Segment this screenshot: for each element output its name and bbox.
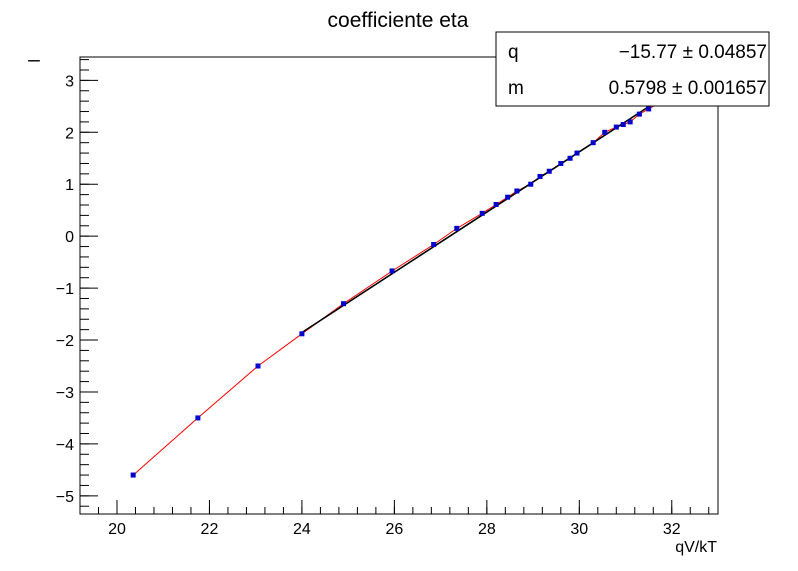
x-tick-label: 30: [570, 521, 588, 538]
data-point: [567, 155, 573, 161]
y-axis-dash-label: –: [28, 48, 40, 71]
y-tick-label: 2: [65, 125, 74, 142]
data-point: [646, 106, 652, 112]
chart-title: coefficiente eta: [328, 9, 469, 32]
data-point: [505, 194, 511, 200]
data-point: [627, 119, 633, 125]
data-point: [574, 150, 580, 156]
x-tick-label: 22: [201, 521, 219, 538]
stats-row-m-name: m: [508, 78, 524, 99]
data-point: [479, 210, 485, 216]
axis-ticks: [79, 59, 710, 514]
data-point: [602, 129, 608, 135]
plot-frame: [79, 56, 719, 515]
data-point: [620, 122, 626, 128]
y-tick-label: −4: [56, 437, 74, 454]
y-tick-label: 0: [65, 229, 74, 246]
stats-box-frame: [495, 31, 770, 107]
data-point: [195, 415, 201, 421]
data-point: [431, 241, 437, 247]
data-point: [528, 181, 534, 187]
plot-content: [130, 96, 663, 478]
y-tick-label: −3: [56, 385, 74, 402]
data-point: [493, 201, 499, 207]
x-tick-label: 26: [385, 521, 403, 538]
x-tick-label: 24: [293, 521, 311, 538]
stats-row-q-name: q: [508, 42, 519, 63]
data-point: [299, 331, 305, 337]
data-point: [454, 225, 460, 231]
fit-stats-box: q −15.77 ± 0.04857 m 0.5798 ± 0.001657: [495, 31, 770, 107]
data-point: [546, 168, 552, 174]
data-point: [613, 124, 619, 130]
y-tick-label: −5: [56, 489, 74, 506]
data-point: [558, 160, 564, 166]
data-point: [514, 188, 520, 194]
data-point: [341, 301, 347, 307]
data-point: [537, 173, 543, 179]
y-tick-label: 1: [65, 177, 74, 194]
x-tick-label: 20: [108, 521, 126, 538]
y-tick-label: −2: [56, 333, 74, 350]
data-point: [389, 268, 395, 274]
y-tick-label: 3: [65, 73, 74, 90]
x-tick-label: 32: [663, 521, 681, 538]
x-axis-label: qV/kT: [675, 539, 717, 556]
x-tick-label: 28: [478, 521, 496, 538]
tick-labels: 20 22 24 26 28 30 32 −5 −4 −3 −2 −1 0 1 2 3: [56, 73, 681, 538]
data-point: [130, 472, 136, 478]
stats-row-q-value: −15.77 ± 0.04857: [619, 42, 767, 63]
data-point: [636, 111, 642, 117]
stats-row-m-value: 0.5798 ± 0.001657: [609, 78, 767, 99]
data-point: [590, 140, 596, 146]
y-tick-label: −1: [56, 281, 74, 298]
data-point: [255, 363, 261, 369]
